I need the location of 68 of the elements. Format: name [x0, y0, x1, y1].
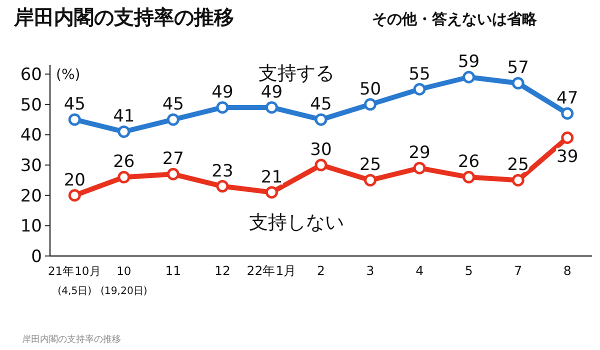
data-label: 55: [408, 64, 430, 84]
point: [413, 83, 426, 96]
data-label: 25: [359, 155, 382, 176]
data-label: 50: [359, 79, 382, 100]
y-tick-label: 10: [20, 216, 42, 237]
data-label: 39: [556, 146, 578, 167]
data-label: 49: [260, 82, 283, 102]
point: [561, 107, 574, 120]
data-label: 30: [310, 140, 332, 160]
data-label: 49: [212, 82, 234, 102]
point: [314, 113, 328, 126]
y-tick-label: 50: [20, 95, 42, 116]
point: [166, 113, 180, 126]
point: [462, 70, 476, 84]
data-label: 47: [556, 88, 578, 109]
x-tick-label: 4: [416, 263, 424, 278]
data-label: 57: [507, 58, 529, 78]
point: [118, 125, 130, 138]
x-tick-label: 21年10月 (4,5日): [48, 264, 102, 297]
x-tick-label: 7: [514, 263, 522, 278]
point: [512, 76, 524, 90]
data-label: 26: [458, 152, 480, 172]
y-tick-label: 0: [31, 247, 42, 267]
point: [265, 186, 278, 199]
x-tick-label: 2: [317, 263, 325, 278]
point: [166, 168, 180, 180]
data-label: 45: [64, 94, 86, 115]
data-label: 29: [408, 143, 430, 164]
data-label: 27: [162, 149, 184, 170]
data-label: 21: [260, 167, 283, 188]
point: [561, 132, 574, 144]
data-label: 45: [310, 94, 332, 115]
x-tick-label: 11: [165, 263, 182, 278]
chart-title: 岸田内閣の支持率の推移: [13, 5, 234, 29]
data-label: 23: [212, 161, 234, 182]
point: [314, 158, 328, 172]
y-tick-label: 30: [20, 156, 42, 176]
x-tick-label: 10 (19,20日): [100, 264, 148, 297]
point: [216, 101, 229, 114]
point: [462, 170, 476, 184]
y-axis-title: (%): [56, 67, 80, 83]
x-tick-label: 3: [366, 263, 374, 278]
data-label: 20: [64, 170, 86, 190]
y-tick-label: 20: [20, 186, 42, 206]
data-label: 41: [113, 106, 135, 127]
data-label: 26: [113, 152, 135, 172]
y-tick-label: 40: [20, 126, 42, 146]
x-tick-label: 12: [214, 263, 230, 278]
data-label: 25: [507, 155, 529, 176]
series-label: 支持しない: [248, 211, 344, 234]
data-label: 45: [162, 94, 184, 115]
x-tick-label: 22年1月: [246, 263, 297, 278]
series-label: 支持する: [258, 62, 334, 84]
point: [512, 174, 524, 186]
point: [118, 170, 130, 184]
y-tick-label: 60: [20, 65, 42, 86]
chart-subtitle: その他・答えないは省略: [372, 10, 538, 28]
point: [413, 162, 426, 174]
point: [216, 180, 229, 193]
x-tick-label: 5: [464, 263, 473, 278]
point: [265, 101, 278, 114]
point: [68, 113, 81, 126]
point: [68, 189, 81, 202]
x-tick-label: 8: [563, 263, 572, 278]
point: [364, 174, 377, 186]
point: [364, 98, 377, 111]
text: 岸田内閣の支持率の推移: [22, 334, 121, 345]
data-label: 59: [458, 52, 480, 72]
